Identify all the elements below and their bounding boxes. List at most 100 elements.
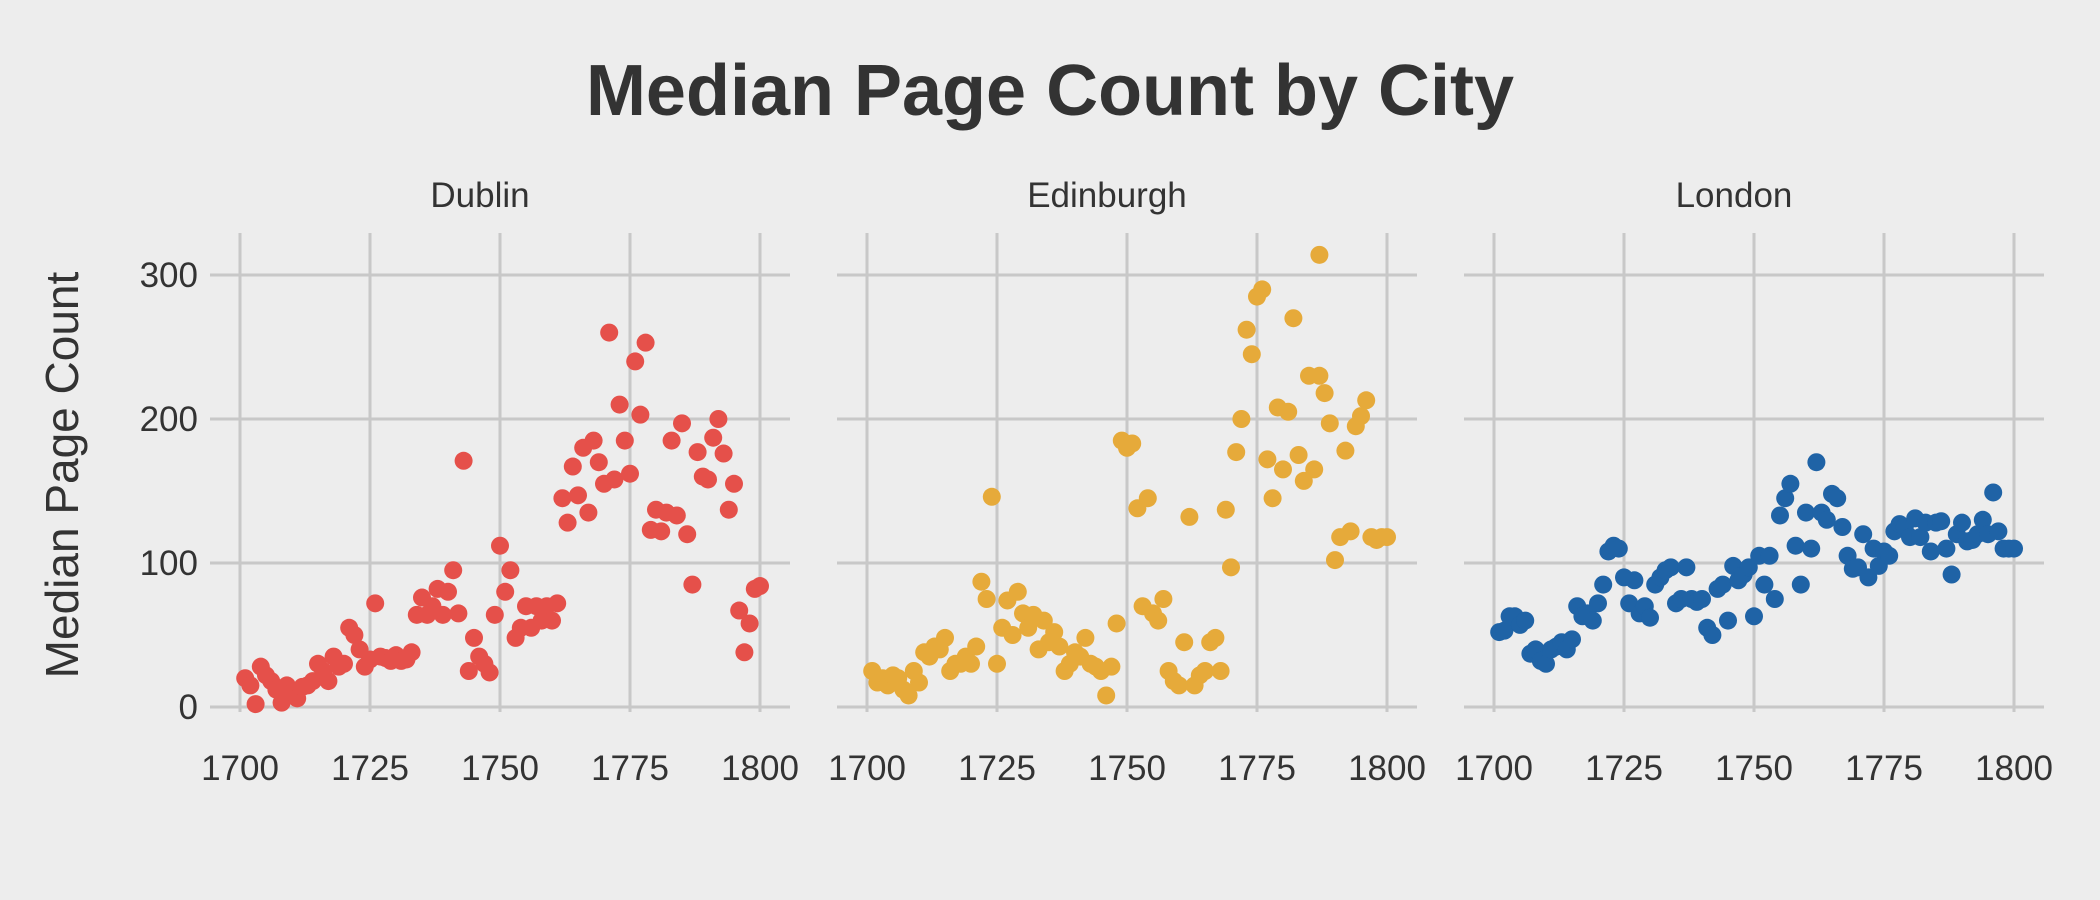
data-point — [1237, 320, 1256, 339]
x-tick-label: 1800 — [721, 749, 799, 788]
data-point — [636, 333, 655, 352]
data-point — [1719, 611, 1737, 630]
data-point — [678, 525, 697, 544]
panel-title: Edinburgh — [1027, 176, 1187, 215]
data-point — [563, 457, 582, 476]
data-point — [1216, 500, 1235, 519]
x-tick-label: 1775 — [591, 749, 669, 788]
data-point — [1180, 507, 1199, 526]
data-point — [345, 626, 364, 644]
data-point — [1206, 628, 1225, 647]
data-point — [1583, 611, 1602, 630]
data-point — [579, 503, 598, 522]
x-tick-label: 1700 — [828, 749, 906, 788]
data-point — [1284, 309, 1303, 328]
data-point — [501, 561, 520, 580]
data-point — [740, 614, 759, 633]
y-tick-label: 300 — [140, 256, 198, 295]
data-point — [1828, 489, 1847, 508]
panel-edinburgh: Edinburgh 1700 1725 1750 1775 1800 — [828, 176, 1426, 788]
data-point — [589, 453, 608, 472]
y-tick-label: 100 — [140, 544, 198, 583]
data-point — [1341, 522, 1360, 541]
data-point — [1008, 582, 1027, 601]
data-point — [977, 590, 996, 608]
x-tick-label: 1725 — [331, 749, 409, 788]
data-point — [319, 672, 338, 691]
data-point — [1294, 471, 1313, 490]
panels: Dublin 1700 1725 1750 1775 1800 0 100 200 300 Edin… — [140, 176, 2053, 788]
data-point — [1984, 483, 2003, 502]
data-point — [1102, 657, 1121, 676]
data-point — [1973, 510, 1992, 529]
data-point — [1003, 626, 1022, 644]
data-point — [1326, 551, 1344, 570]
data-point — [683, 575, 702, 594]
data-point — [454, 451, 473, 470]
x-tick-label: 1775 — [1218, 749, 1296, 788]
data-point — [1227, 443, 1246, 462]
data-point — [1817, 510, 1836, 529]
data-point — [584, 431, 603, 450]
data-point — [1320, 414, 1339, 433]
data-point — [730, 601, 749, 620]
data-point — [1563, 630, 1581, 649]
data-point — [366, 594, 385, 613]
data-point — [667, 506, 686, 525]
data-point — [1537, 654, 1555, 673]
data-point — [1310, 366, 1329, 385]
data-point — [1123, 434, 1142, 453]
data-point — [1034, 611, 1053, 630]
panel-dublin: Dublin 1700 1725 1750 1775 1800 0 100 200 300 — [140, 176, 799, 788]
data-point — [714, 444, 733, 463]
data-point — [719, 500, 738, 519]
data-point — [1107, 614, 1126, 633]
data-point — [1921, 542, 1940, 561]
data-point — [1589, 594, 1607, 613]
data-point — [246, 695, 265, 714]
data-point — [444, 561, 463, 580]
data-point — [899, 686, 918, 705]
data-point — [1786, 536, 1805, 555]
data-point — [699, 470, 717, 489]
data-point — [936, 628, 954, 647]
data-point — [725, 474, 743, 493]
data-point — [988, 654, 1006, 673]
data-point — [1781, 474, 1800, 493]
data-point — [1305, 460, 1324, 479]
data-point — [1755, 575, 1774, 594]
data-point — [1859, 568, 1878, 587]
data-point — [491, 536, 509, 555]
data-point — [982, 487, 1001, 506]
x-tick-label: 1725 — [958, 749, 1036, 788]
data-point — [662, 431, 681, 450]
y-axis-label: Median Page Count — [36, 271, 88, 678]
data-point — [735, 643, 754, 662]
data-point — [335, 654, 353, 673]
data-point — [1279, 402, 1298, 421]
data-point — [480, 663, 499, 682]
data-point — [485, 605, 504, 624]
data-point — [553, 489, 572, 508]
data-point — [1797, 503, 1815, 522]
data-point — [1045, 623, 1064, 642]
y-tick-label: 0 — [179, 688, 198, 727]
data-point — [433, 605, 452, 624]
data-point — [548, 594, 567, 613]
data-point — [1802, 539, 1821, 558]
data-point — [1263, 489, 1282, 508]
data-point — [2005, 539, 2023, 558]
data-point — [1495, 621, 1514, 640]
data-point — [704, 428, 723, 447]
panel-title: Dublin — [430, 176, 529, 215]
data-point — [910, 673, 928, 692]
x-tick-label: 1775 — [1845, 749, 1923, 788]
x-tick-label: 1800 — [1975, 749, 2053, 788]
data-point — [1274, 460, 1292, 479]
panel-title: London — [1676, 176, 1793, 215]
data-point — [1097, 686, 1116, 705]
data-point — [1807, 453, 1826, 472]
data-point — [621, 464, 639, 483]
data-point — [1771, 506, 1789, 525]
data-point — [631, 405, 650, 424]
